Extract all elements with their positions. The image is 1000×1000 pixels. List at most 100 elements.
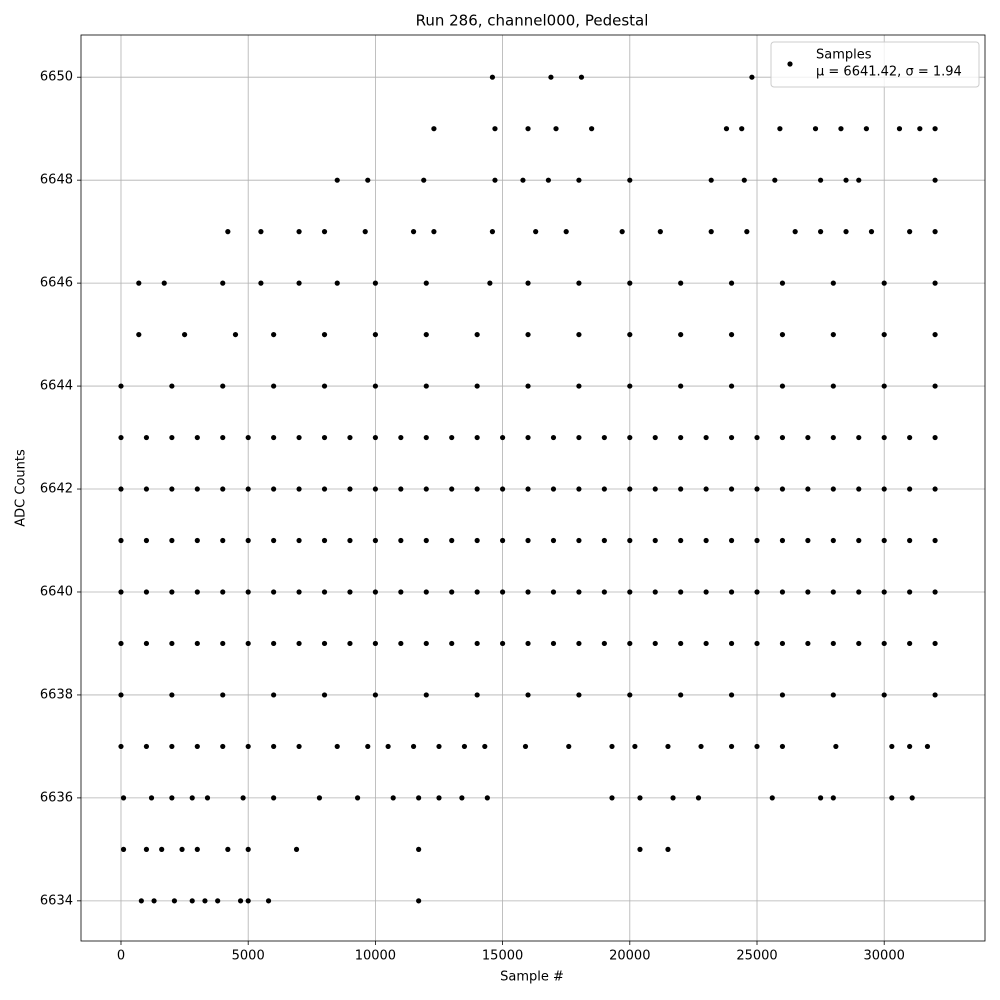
point: [271, 692, 277, 698]
point: [833, 743, 839, 750]
point: [627, 177, 633, 183]
point: [652, 537, 658, 544]
point: [777, 126, 783, 132]
point: [525, 537, 531, 544]
point: [171, 898, 178, 904]
point: [258, 280, 264, 286]
point: [161, 280, 167, 286]
point: [550, 537, 557, 544]
point: [749, 74, 755, 80]
point: [372, 331, 378, 338]
point: [678, 383, 684, 389]
point: [461, 743, 468, 750]
point: [589, 126, 595, 132]
point: [708, 177, 714, 183]
point: [271, 743, 277, 750]
point: [601, 537, 607, 544]
point: [678, 486, 684, 492]
point: [159, 846, 165, 852]
point: [779, 280, 786, 286]
point: [118, 692, 124, 698]
point: [670, 795, 676, 801]
point: [576, 486, 582, 492]
point: [136, 331, 142, 338]
point: [830, 383, 836, 389]
point: [830, 280, 836, 286]
point: [548, 74, 554, 80]
point: [856, 434, 862, 441]
point: [550, 589, 557, 595]
point: [525, 589, 531, 595]
point: [754, 486, 760, 492]
point: [499, 434, 506, 441]
point: [148, 795, 155, 801]
y-tick-label: 6634: [40, 893, 73, 908]
point: [431, 229, 437, 235]
legend-marker: [787, 61, 793, 67]
point: [398, 589, 404, 595]
point: [347, 537, 353, 544]
point: [245, 640, 251, 647]
point: [932, 126, 938, 132]
point: [423, 434, 429, 441]
point: [525, 280, 531, 286]
point: [830, 589, 836, 595]
point: [372, 640, 378, 647]
x-tick-label: 25000: [736, 949, 777, 964]
point: [474, 383, 480, 389]
point: [856, 486, 862, 492]
point: [474, 537, 480, 544]
point: [723, 126, 730, 132]
point: [347, 434, 353, 441]
y-tick-label: 6644: [40, 379, 73, 394]
point: [271, 486, 277, 492]
point: [728, 589, 735, 595]
point: [296, 589, 302, 595]
point: [220, 743, 226, 750]
point: [271, 537, 277, 544]
point: [271, 589, 277, 595]
point: [522, 743, 529, 750]
point: [830, 795, 836, 801]
point: [881, 486, 887, 492]
point: [754, 743, 760, 750]
y-tick-label: 6646: [40, 276, 73, 291]
point: [907, 229, 913, 235]
point: [728, 434, 735, 441]
point: [245, 846, 251, 852]
point: [321, 537, 328, 544]
point: [863, 126, 869, 132]
point: [601, 486, 607, 492]
point: [423, 692, 429, 698]
point: [194, 846, 200, 852]
point: [754, 434, 760, 441]
point: [772, 177, 778, 183]
point: [856, 537, 862, 544]
point: [754, 537, 760, 544]
point: [189, 898, 195, 904]
point: [601, 640, 607, 647]
point: [492, 177, 498, 183]
point: [296, 743, 302, 750]
point: [321, 383, 328, 389]
point: [225, 846, 231, 852]
point: [143, 589, 150, 595]
point: [779, 589, 786, 595]
point: [525, 126, 531, 132]
point: [619, 229, 625, 235]
point: [194, 640, 200, 647]
point: [678, 280, 684, 286]
point: [423, 331, 429, 338]
point: [449, 434, 455, 441]
point: [423, 383, 429, 389]
point: [728, 280, 735, 286]
point: [474, 589, 480, 595]
point: [907, 486, 913, 492]
point: [576, 537, 582, 544]
point: [499, 537, 506, 544]
point: [881, 537, 887, 544]
point: [347, 589, 353, 595]
point: [932, 486, 938, 492]
point: [372, 537, 378, 544]
point: [932, 229, 938, 235]
